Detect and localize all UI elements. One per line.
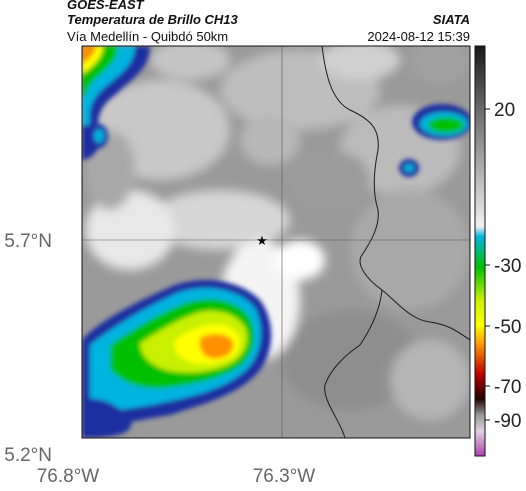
organization-label: SIATA xyxy=(432,12,470,27)
colorbar-tick-label: -70 xyxy=(494,377,521,398)
border-line xyxy=(324,289,383,438)
lon-label: 76.3°W xyxy=(253,466,316,487)
product-title: Temperatura de Brillo CH13 xyxy=(67,12,238,27)
colorbar-tick-label: -30 xyxy=(494,256,521,277)
map-frame xyxy=(81,45,471,439)
border-line xyxy=(321,46,470,341)
lat-label: 5.2°N xyxy=(4,445,52,466)
map-imagery xyxy=(82,46,470,438)
colorbar-tick-label: -50 xyxy=(494,317,521,338)
colorbar-scale xyxy=(474,45,486,457)
satellite-name: GOES-EAST xyxy=(67,0,144,12)
colorbar-tick-label: -90 xyxy=(494,411,521,432)
lon-label: 76.8°W xyxy=(37,466,100,487)
star-icon: ★ xyxy=(256,234,268,249)
colorbar-tick-label: 20 xyxy=(494,100,515,121)
timestamp-label: 2024-08-12 15:39 xyxy=(367,29,470,44)
route-label: Vía Medellín - Quibdó 50km xyxy=(67,29,229,44)
colorbar: 20 -30 -50 -70 -90 xyxy=(474,45,521,457)
lat-label: 5.7°N xyxy=(4,231,52,252)
